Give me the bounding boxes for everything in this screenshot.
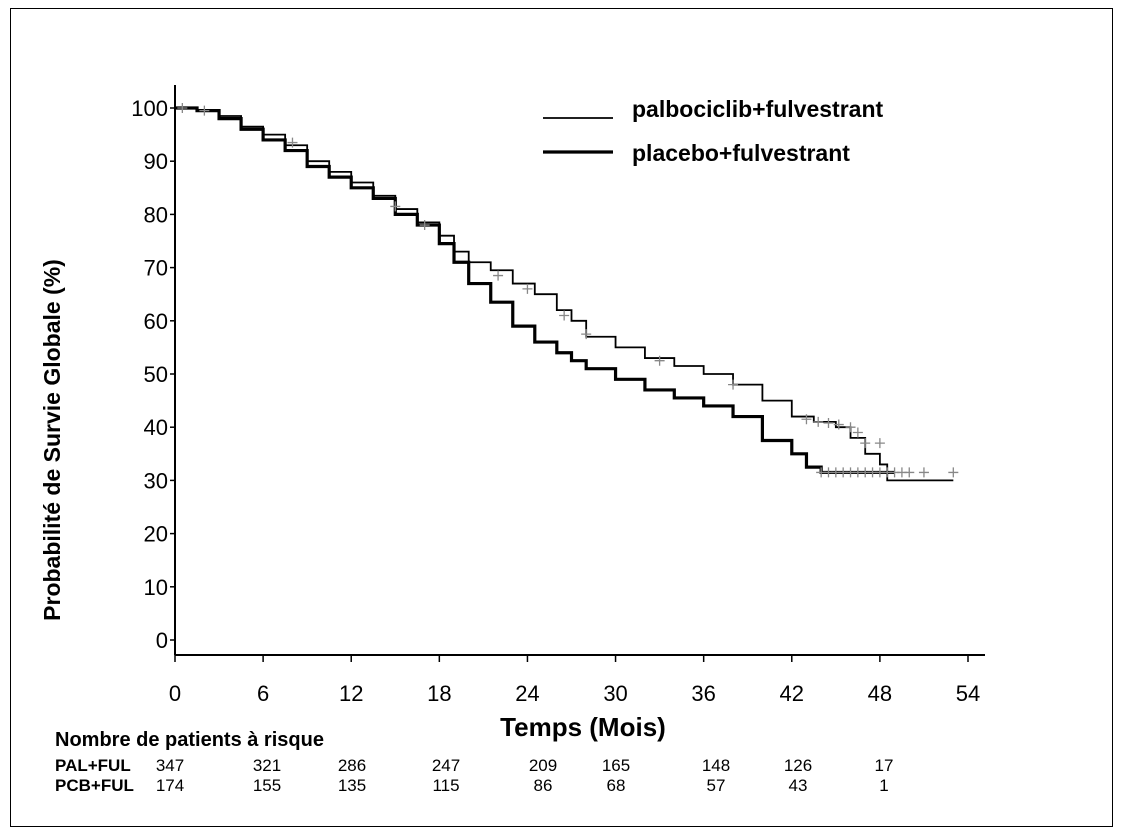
risk-row-label: PAL+FUL	[55, 756, 131, 775]
censor-mark	[728, 379, 739, 390]
y-tick-label: 70	[144, 256, 168, 281]
censor-mark	[654, 355, 665, 366]
censor-mark	[860, 438, 871, 449]
x-tick-label: 6	[257, 681, 269, 706]
x-tick-label: 42	[780, 681, 804, 706]
x-tick-label: 18	[427, 681, 451, 706]
risk-value: 17	[875, 756, 894, 775]
censor-mark	[823, 417, 834, 428]
censor-mark	[287, 137, 298, 148]
censor-mark	[419, 220, 430, 231]
censor-mark	[390, 201, 401, 212]
risk-value: 43	[789, 776, 808, 795]
y-tick-label: 30	[144, 468, 168, 493]
censor-mark	[833, 419, 844, 430]
placebo-curve	[175, 106, 895, 475]
censor-mark	[813, 416, 824, 427]
censor-mark	[559, 310, 570, 321]
censor-mark	[845, 422, 856, 433]
x-tick-label: 48	[868, 681, 892, 706]
risk-value: 174	[156, 776, 184, 795]
x-tick-label: 12	[339, 681, 363, 706]
risk-value: 126	[784, 756, 812, 775]
x-axis-title: Temps (Mois)	[500, 712, 666, 742]
x-tick-label: 0	[169, 681, 181, 706]
censor-mark	[177, 103, 188, 113]
risk-value: 247	[432, 756, 460, 775]
risk-value: 165	[602, 756, 630, 775]
x-tick-label: 30	[603, 681, 627, 706]
figure-frame	[10, 8, 1113, 827]
censor-mark	[874, 438, 885, 449]
risk-table-title: Nombre de patients à risque	[55, 729, 324, 751]
y-tick-label: 0	[156, 628, 168, 653]
censor-mark	[199, 105, 210, 116]
x-tick-label: 24	[515, 681, 539, 706]
risk-value: 209	[529, 756, 557, 775]
y-tick-label: 100	[131, 96, 168, 121]
legend-label-placebo: placebo+fulvestrant	[632, 140, 850, 166]
x-tick-label: 36	[691, 681, 715, 706]
risk-value: 347	[156, 756, 184, 775]
x-tick-label: 54	[956, 681, 980, 706]
risk-value: 68	[607, 776, 626, 795]
censor-mark	[801, 414, 812, 425]
risk-row-label: PCB+FUL	[55, 776, 134, 795]
risk-value: 57	[707, 776, 726, 795]
y-tick-label: 10	[144, 575, 168, 600]
risk-value: 1	[879, 776, 888, 795]
y-tick-label: 50	[144, 362, 168, 387]
censor-mark	[852, 427, 863, 438]
risk-value: 321	[253, 756, 281, 775]
censor-mark	[493, 270, 504, 281]
legend-label-palbociclib: palbociclib+fulvestrant	[632, 96, 883, 122]
risk-value: 135	[338, 776, 366, 795]
censor-mark	[948, 467, 959, 478]
y-tick-label: 60	[144, 309, 168, 334]
y-tick-label: 90	[144, 149, 168, 174]
censor-mark	[904, 467, 915, 478]
y-axis-title: Probabilité de Survie Globale (%)	[39, 259, 65, 621]
censor-mark	[581, 329, 592, 340]
y-tick-label: 20	[144, 522, 168, 547]
y-tick-label: 80	[144, 202, 168, 227]
censor-mark	[918, 467, 929, 478]
risk-value: 148	[702, 756, 730, 775]
risk-value: 86	[534, 776, 553, 795]
palbociclib-curve	[175, 107, 954, 482]
risk-value: 286	[338, 756, 366, 775]
risk-value: 115	[432, 776, 459, 795]
y-tick-label: 40	[144, 415, 168, 440]
censor-mark	[522, 283, 533, 294]
risk-value: 155	[253, 776, 281, 795]
